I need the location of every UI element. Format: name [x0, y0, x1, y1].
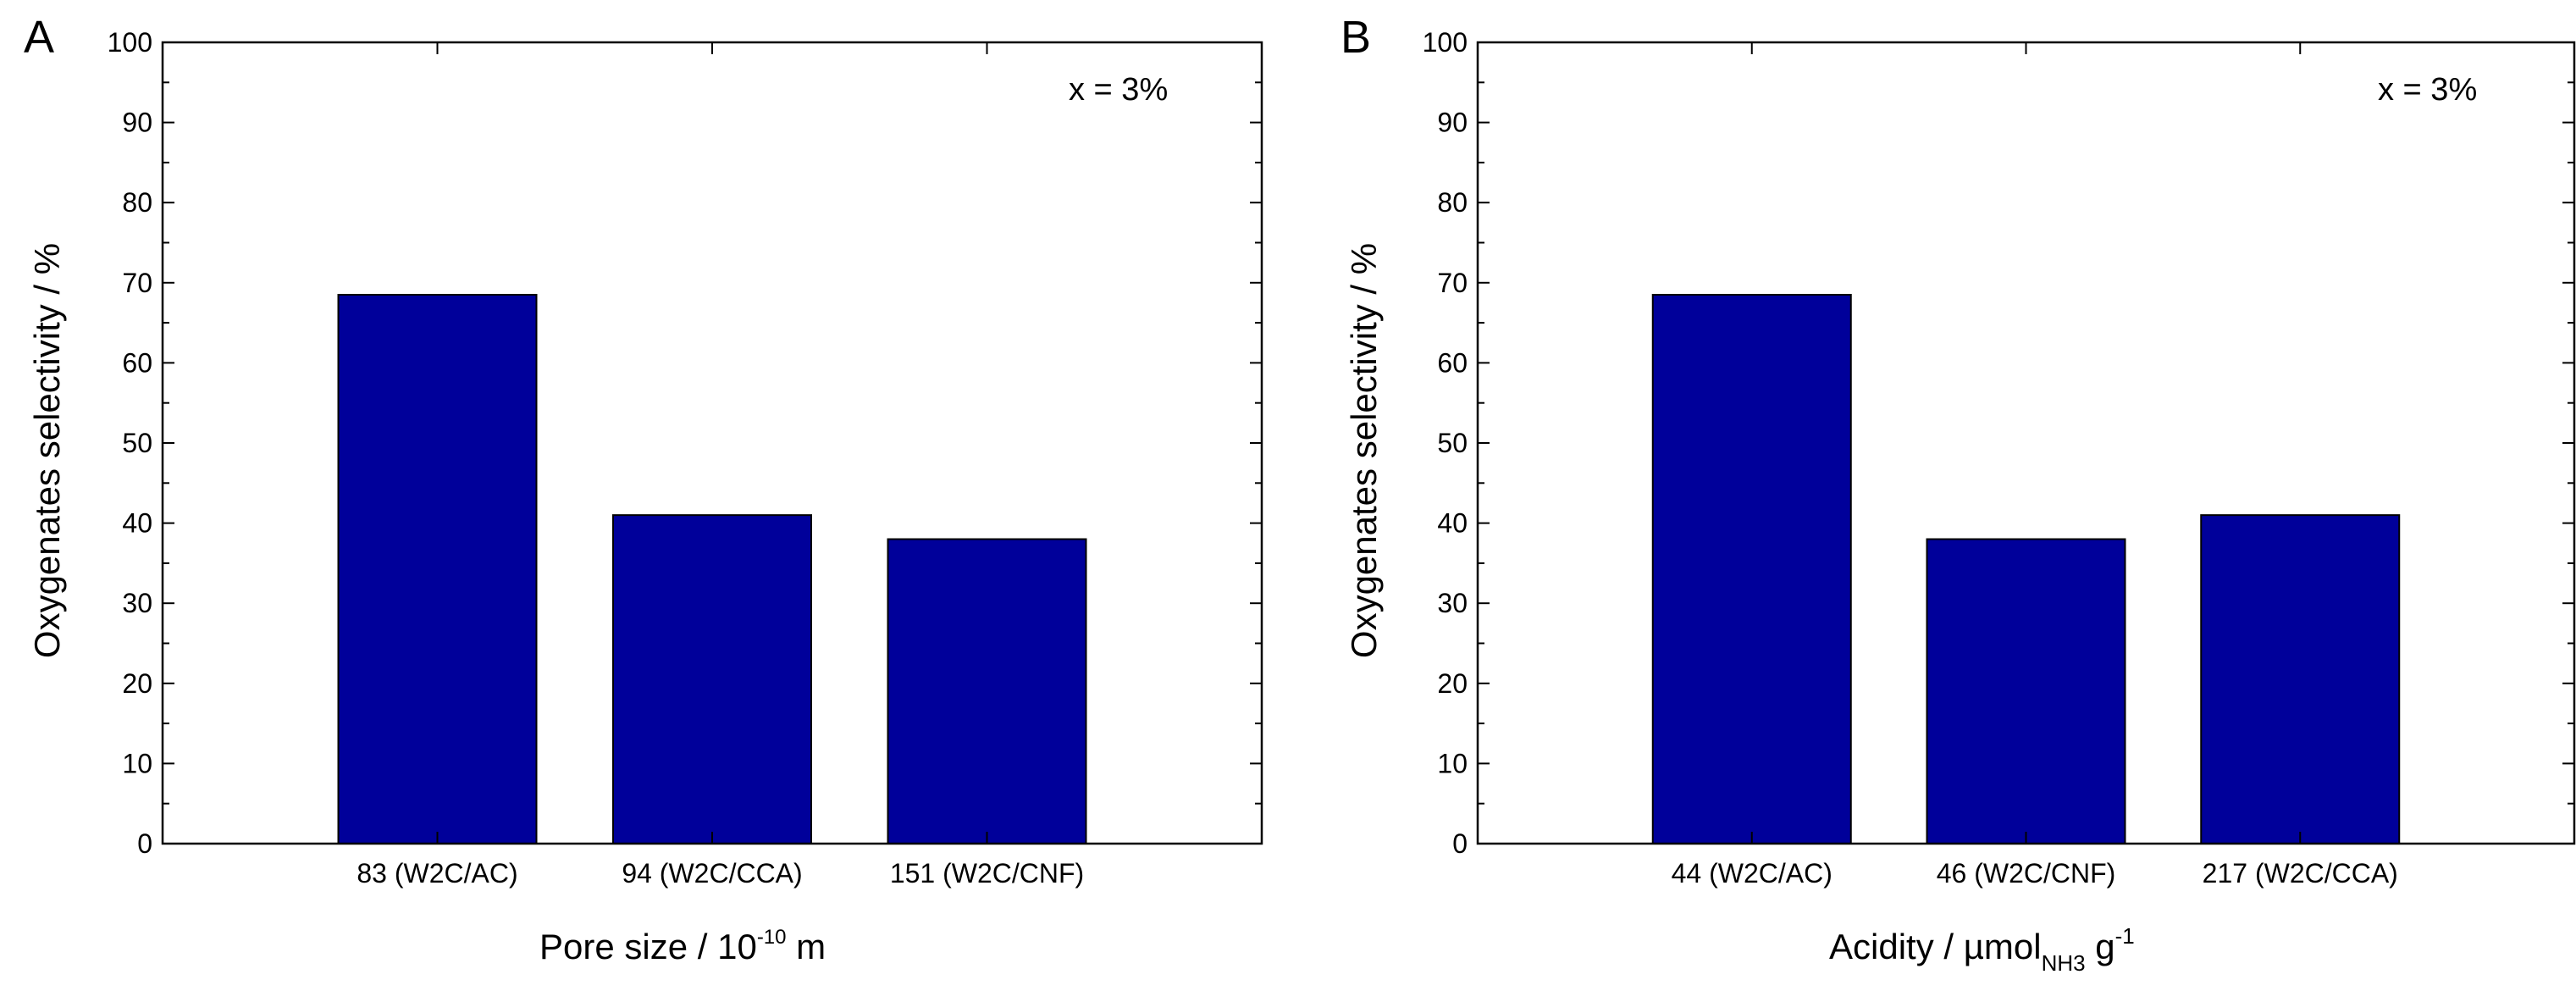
annotation: x = 3%: [2378, 72, 2477, 108]
panel-b: B x = 3% Oxygenates selectivity / % Acid…: [1341, 12, 2576, 976]
y-tick-label: 60: [1437, 347, 1468, 378]
y-tick-label: 80: [122, 187, 152, 218]
panel-a: A x = 3% Oxygenates selectivity / % Pore…: [24, 12, 1263, 966]
plot-area: 0 10 20 30 40 50 60 70 80 90 100 83 (W2C/AC) 94 (W2C…: [108, 27, 1263, 889]
y-tick-label: 70: [122, 268, 152, 298]
y-tick-label: 40: [122, 508, 152, 539]
x-tick-label: 44 (W2C/AC): [1672, 858, 1832, 889]
y-tick-label: 20: [1437, 668, 1468, 699]
x-axis-label-mid: g: [2086, 927, 2115, 966]
x-axis-label-tail: m: [787, 927, 826, 966]
y-tick-label: 50: [122, 428, 152, 458]
y-tick-label: 50: [1437, 428, 1468, 458]
y-tick-label: 10: [122, 748, 152, 778]
x-axis-label-sup: -10: [757, 926, 787, 949]
x-axis-label: Acidity / µmolNH3 g-1: [1829, 923, 2135, 976]
x-tick-label: 151 (W2C/CNF): [890, 858, 1084, 889]
bar: [1926, 538, 2126, 845]
bar: [887, 538, 1087, 845]
panel-label: A: [24, 12, 54, 63]
y-tick-label: 0: [137, 828, 152, 859]
bar: [337, 293, 538, 844]
x-tick-label: 217 (W2C/CCA): [2203, 858, 2398, 889]
x-tick-label: 83 (W2C/AC): [357, 858, 517, 889]
y-tick-label: 30: [1437, 588, 1468, 618]
x-axis-label-sub: NH3: [2042, 950, 2086, 976]
y-tick-label: 90: [1437, 108, 1468, 138]
x-axis-label-main: Pore size / 10: [539, 927, 757, 966]
x-axis-label: Pore size / 10-10 m: [539, 926, 826, 966]
plot-area: 0 10 20 30 40 50 60 70 80 90 100 44 (W2C/AC) 46 (W2C…: [1423, 27, 2576, 889]
bar: [1651, 293, 1852, 844]
bar: [2200, 514, 2401, 844]
y-tick-label: 10: [1437, 748, 1468, 778]
y-tick-label: 60: [122, 347, 152, 378]
y-axis-label: Oxygenates selectivity / %: [27, 243, 67, 658]
y-tick-label: 100: [1423, 27, 1468, 58]
y-tick-label: 70: [1437, 268, 1468, 298]
x-tick-label: 94 (W2C/CCA): [622, 858, 802, 889]
x-axis-label-sup: -1: [2115, 923, 2135, 949]
y-tick-label: 40: [1437, 508, 1468, 539]
y-tick-label: 0: [1452, 828, 1468, 859]
y-axis-label: Oxygenates selectivity / %: [1344, 243, 1384, 658]
y-tick-label: 80: [1437, 187, 1468, 218]
x-axis-label-main: Acidity / µmol: [1829, 927, 2042, 966]
y-tick-label: 20: [122, 668, 152, 699]
x-tick-label: 46 (W2C/CNF): [1937, 858, 2116, 889]
y-tick-label: 90: [122, 108, 152, 138]
bar: [612, 514, 812, 844]
annotation: x = 3%: [1069, 72, 1168, 108]
y-tick-label: 100: [108, 27, 152, 58]
y-tick-label: 30: [122, 588, 152, 618]
panel-label: B: [1341, 12, 1371, 63]
